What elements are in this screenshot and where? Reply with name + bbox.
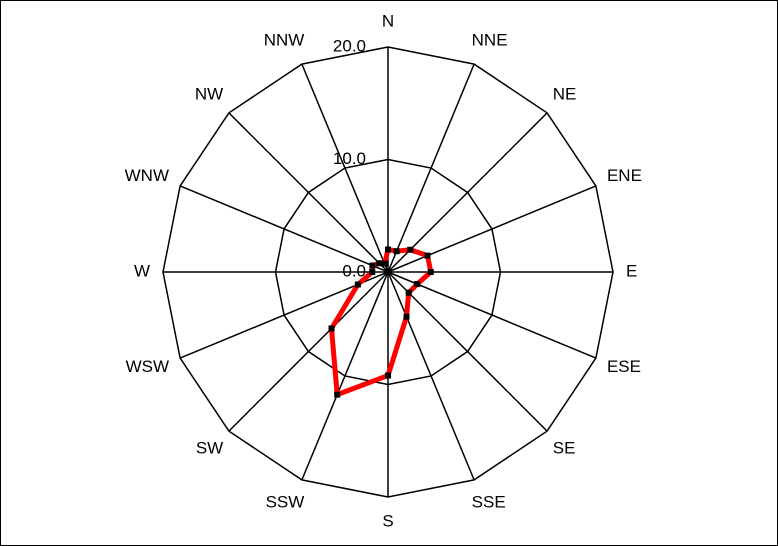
spoke xyxy=(179,185,389,273)
spoke xyxy=(387,271,597,359)
category-label: NNE xyxy=(472,31,508,50)
data-point xyxy=(334,391,341,398)
data-point xyxy=(427,269,434,275)
category-label: NE xyxy=(553,85,577,104)
data-point xyxy=(407,246,414,253)
data-point xyxy=(354,281,361,288)
category-label: WSW xyxy=(126,357,169,376)
r-tick-label: 20.0 xyxy=(333,36,366,55)
category-label: W xyxy=(134,261,150,280)
category-label: N xyxy=(382,11,394,30)
data-point xyxy=(414,281,421,288)
category-label: WNW xyxy=(125,166,169,185)
r-tick-label: 0.0 xyxy=(342,261,366,280)
spoke xyxy=(387,271,475,481)
category-label: ESE xyxy=(607,357,641,376)
spoke xyxy=(228,271,389,432)
category-label: SSE xyxy=(472,492,506,511)
data-point xyxy=(369,269,376,275)
category-label: SW xyxy=(196,438,223,457)
spoke xyxy=(387,63,475,273)
category-label: S xyxy=(382,511,393,530)
data-point xyxy=(328,325,335,332)
spoke xyxy=(387,185,597,273)
data-point xyxy=(385,372,391,379)
category-label: NNW xyxy=(264,31,305,50)
data-point xyxy=(376,260,383,267)
data-point xyxy=(385,246,391,253)
spoke xyxy=(301,271,389,481)
data-point xyxy=(393,248,400,255)
r-tick-label: 10.0 xyxy=(333,149,366,168)
category-label: SE xyxy=(553,438,576,457)
spoke xyxy=(301,63,389,273)
category-label: NW xyxy=(195,85,223,104)
data-point xyxy=(369,262,376,269)
category-label: SSW xyxy=(266,492,305,511)
data-point xyxy=(403,313,410,320)
category-label: E xyxy=(626,261,637,280)
spoke xyxy=(228,112,389,273)
spoke xyxy=(387,112,548,273)
category-label: ENE xyxy=(607,166,642,185)
data-point xyxy=(405,289,412,296)
spoke xyxy=(179,271,389,359)
spoke xyxy=(387,271,548,432)
data-point xyxy=(424,252,431,259)
data-point xyxy=(381,260,388,267)
